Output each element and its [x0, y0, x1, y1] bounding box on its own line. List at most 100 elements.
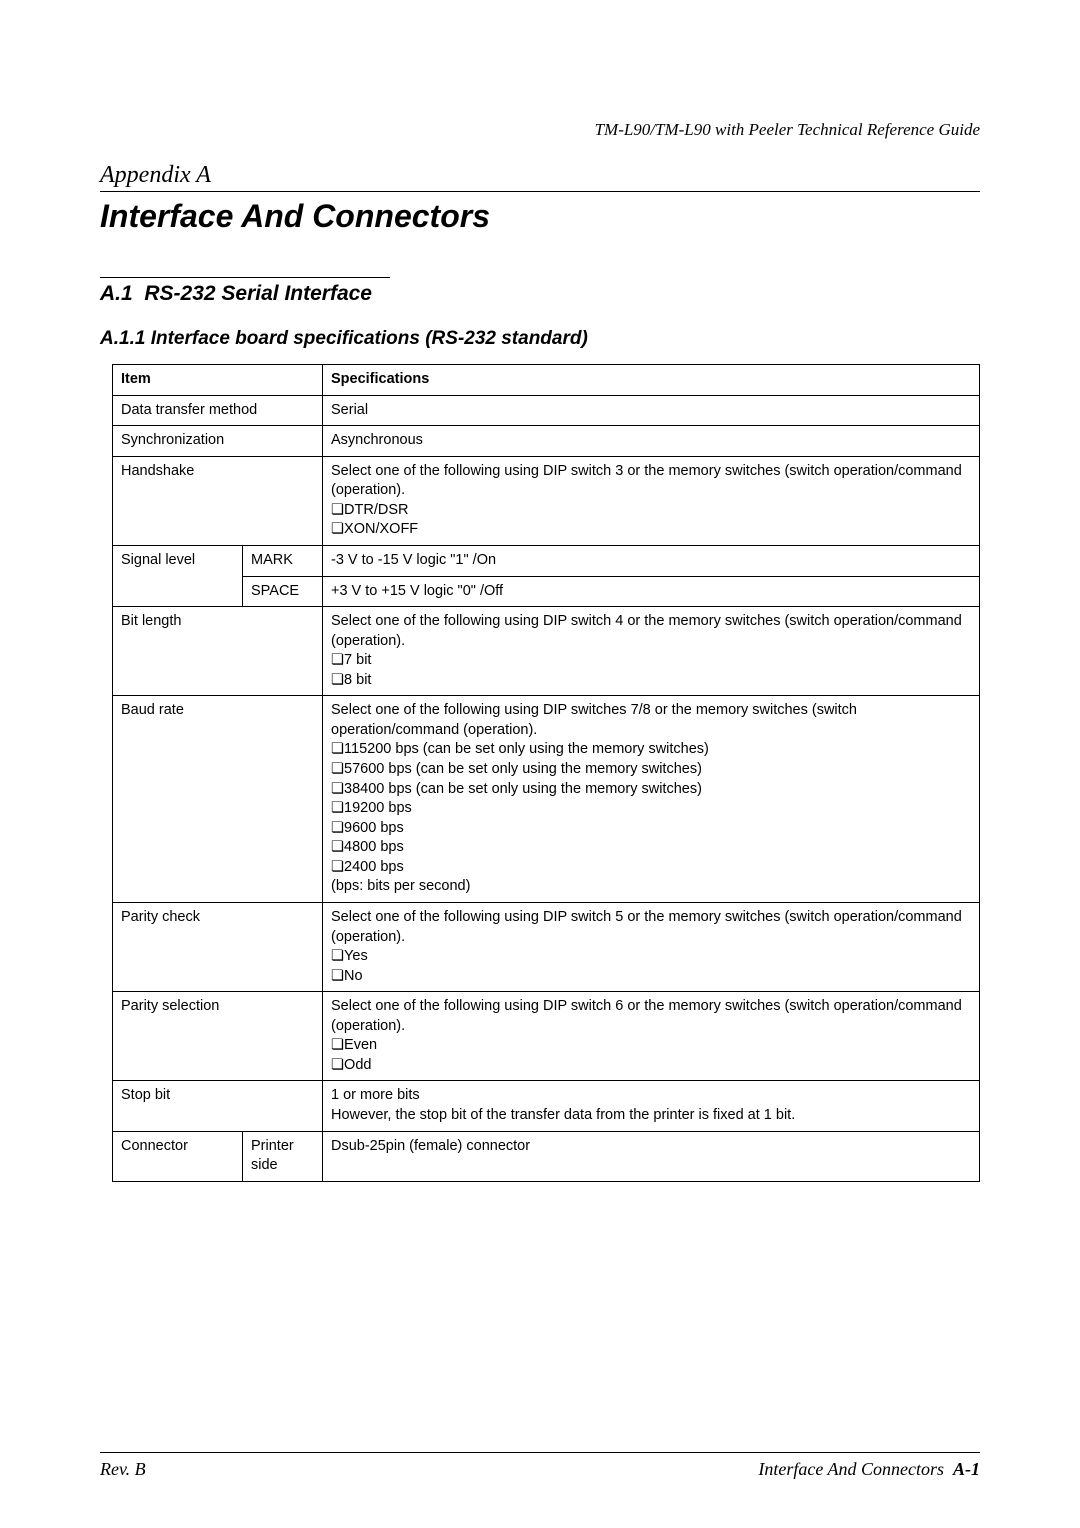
- opt-text: 9600 bps: [344, 820, 404, 836]
- footer-rev: Rev. B: [100, 1459, 146, 1480]
- bullet-icon: ❏: [331, 967, 344, 987]
- opt: ❏7 bit: [331, 651, 971, 671]
- cell-spec: 1 or more bits However, the stop bit of …: [323, 1081, 980, 1131]
- opt: ❏9600 bps: [331, 819, 971, 839]
- cell-label: Synchronization: [113, 426, 323, 457]
- spec-table: Item Specifications Data transfer method…: [112, 364, 980, 1182]
- opt: ❏19200 bps: [331, 799, 971, 819]
- opt: ❏Even: [331, 1036, 971, 1056]
- table-row: Bit length Select one of the following u…: [113, 607, 980, 696]
- cell-label: Stop bit: [113, 1081, 323, 1131]
- bullet-icon: ❏: [331, 740, 344, 760]
- page-footer: Rev. B Interface And Connectors A-1: [100, 1452, 980, 1480]
- table-row: Signal level MARK -3 V to -15 V logic "1…: [113, 545, 980, 576]
- cell-spec: Select one of the following using DIP sw…: [323, 902, 980, 991]
- subsection-heading: A.1.1 Interface board specifications (RS…: [100, 328, 980, 350]
- bullet-icon: ❏: [331, 760, 344, 780]
- cell-label: Baud rate: [113, 696, 323, 903]
- opt: ❏2400 bps: [331, 858, 971, 878]
- section-title: RS-232 Serial Interface: [144, 282, 372, 305]
- table-row: Synchronization Asynchronous: [113, 426, 980, 457]
- opt: ❏No: [331, 967, 971, 987]
- cell-label: Handshake: [113, 456, 323, 545]
- bullet-icon: ❏: [331, 819, 344, 839]
- opt-text: Even: [344, 1037, 377, 1053]
- table-row: Data transfer method Serial: [113, 395, 980, 426]
- cell-label: Signal level: [113, 545, 243, 606]
- table-row: Parity selection Select one of the follo…: [113, 992, 980, 1081]
- table-row: Connector Printer side Dsub-25pin (femal…: [113, 1131, 980, 1181]
- footer-right: Interface And Connectors A-1: [758, 1459, 980, 1480]
- running-header: TM-L90/TM-L90 with Peeler Technical Refe…: [100, 120, 980, 140]
- opt: ❏4800 bps: [331, 838, 971, 858]
- opt-text: Yes: [344, 948, 368, 964]
- table-header-row: Item Specifications: [113, 365, 980, 396]
- opt: ❏XON/XOFF: [331, 520, 971, 540]
- cell-spec: Asynchronous: [323, 426, 980, 457]
- opt-text: 8 bit: [344, 672, 371, 688]
- cell-sublabel: Printer side: [243, 1131, 323, 1181]
- th-item: Item: [113, 365, 323, 396]
- cell-spec: Dsub-25pin (female) connector: [323, 1131, 980, 1181]
- table-row: Parity check Select one of the following…: [113, 902, 980, 991]
- cell-intro: Select one of the following using DIP sw…: [331, 998, 962, 1034]
- opt: ❏115200 bps (can be set only using the m…: [331, 740, 971, 760]
- cell-note: (bps: bits per second): [331, 877, 971, 897]
- title-rule: [100, 191, 980, 192]
- stop-line2: However, the stop bit of the transfer da…: [331, 1107, 795, 1123]
- opt-text: XON/XOFF: [344, 521, 418, 537]
- table-row: SPACE +3 V to +15 V logic "0" /Off: [113, 576, 980, 607]
- cell-spec: +3 V to +15 V logic "0" /Off: [323, 576, 980, 607]
- cell-label: Connector: [113, 1131, 243, 1181]
- cell-sublabel: MARK: [243, 545, 323, 576]
- stop-line1: 1 or more bits: [331, 1087, 420, 1103]
- opt-text: 4800 bps: [344, 839, 404, 855]
- bullet-icon: ❏: [331, 520, 344, 540]
- cell-intro: Select one of the following using DIP sw…: [331, 613, 962, 649]
- section-rule: [100, 277, 390, 278]
- footer-rule: [100, 1452, 980, 1453]
- opt: ❏Odd: [331, 1056, 971, 1076]
- opt-text: 115200 bps (can be set only using the me…: [344, 741, 709, 757]
- cell-spec: Serial: [323, 395, 980, 426]
- cell-spec: -3 V to -15 V logic "1" /On: [323, 545, 980, 576]
- cell-spec: Select one of the following using DIP sw…: [323, 456, 980, 545]
- cell-spec: Select one of the following using DIP sw…: [323, 696, 980, 903]
- cell-intro: Select one of the following using DIP sw…: [331, 463, 962, 499]
- opt-text: DTR/DSR: [344, 502, 408, 518]
- cell-label: Parity check: [113, 902, 323, 991]
- section-num: A.1: [100, 282, 133, 305]
- table-row: Baud rate Select one of the following us…: [113, 696, 980, 903]
- opt: ❏8 bit: [331, 671, 971, 691]
- cell-sublabel: SPACE: [243, 576, 323, 607]
- opt-text: Odd: [344, 1057, 371, 1073]
- opt: ❏DTR/DSR: [331, 501, 971, 521]
- bullet-icon: ❏: [331, 501, 344, 521]
- bullet-icon: ❏: [331, 780, 344, 800]
- opt: ❏Yes: [331, 947, 971, 967]
- table-row: Handshake Select one of the following us…: [113, 456, 980, 545]
- appendix-label: Appendix A: [100, 162, 980, 189]
- bullet-icon: ❏: [331, 838, 344, 858]
- bullet-icon: ❏: [331, 1036, 344, 1056]
- cell-intro: Select one of the following using DIP sw…: [331, 702, 857, 738]
- cell-label: Bit length: [113, 607, 323, 696]
- cell-spec: Select one of the following using DIP sw…: [323, 607, 980, 696]
- opt-text: 2400 bps: [344, 859, 404, 875]
- cell-label: Data transfer method: [113, 395, 323, 426]
- th-spec: Specifications: [323, 365, 980, 396]
- footer-page: A-1: [953, 1459, 980, 1479]
- opt-text: No: [344, 968, 363, 984]
- bullet-icon: ❏: [331, 671, 344, 691]
- bullet-icon: ❏: [331, 1056, 344, 1076]
- bullet-icon: ❏: [331, 858, 344, 878]
- opt-text: 38400 bps (can be set only using the mem…: [344, 781, 702, 797]
- cell-spec: Select one of the following using DIP sw…: [323, 992, 980, 1081]
- opt-text: 7 bit: [344, 652, 371, 668]
- table-row: Stop bit 1 or more bits However, the sto…: [113, 1081, 980, 1131]
- opt-text: 19200 bps: [344, 800, 412, 816]
- page-title: Interface And Connectors: [100, 198, 980, 235]
- bullet-icon: ❏: [331, 947, 344, 967]
- opt: ❏38400 bps (can be set only using the me…: [331, 780, 971, 800]
- opt-text: 57600 bps (can be set only using the mem…: [344, 761, 702, 777]
